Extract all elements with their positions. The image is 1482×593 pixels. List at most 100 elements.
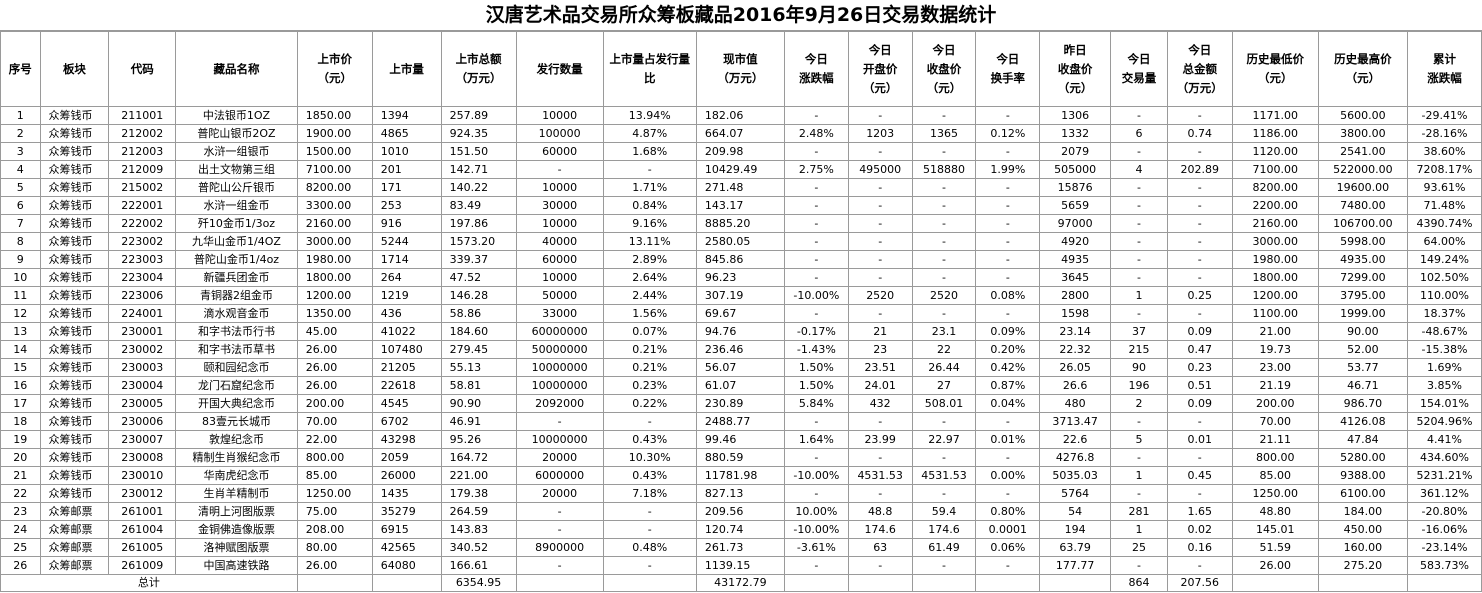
table-cell: 52.00 xyxy=(1317,340,1408,359)
table-cell: 开国大典纪念币 xyxy=(175,394,298,413)
table-cell: 0.12% xyxy=(975,124,1041,143)
column-header: 现市值 （万元） xyxy=(695,31,785,107)
column-header-line: 换手率 xyxy=(990,71,1026,85)
table-cell: - xyxy=(975,556,1041,575)
table-cell: 众筹钱币 xyxy=(39,466,110,485)
table-cell: 916 xyxy=(371,214,442,233)
table-cell: - xyxy=(783,142,849,161)
table-cell: 2160.00 xyxy=(1231,214,1319,233)
table-cell: 和字书法币草书 xyxy=(175,340,298,359)
total-cell-empty xyxy=(847,574,913,592)
table-cell: 432 xyxy=(847,394,913,413)
table-cell: 众筹钱币 xyxy=(39,430,110,449)
table-cell: 209.56 xyxy=(695,502,785,521)
table-cell: - xyxy=(1110,448,1168,467)
table-cell: 924.35 xyxy=(440,124,517,143)
table-cell: 1.69% xyxy=(1406,358,1482,377)
table-row: 7 众筹钱币 222002 歼10金币1/3oz 2160.00 916 197.86 100… xyxy=(0,214,1482,233)
table-cell: 307.19 xyxy=(695,286,785,305)
table-cell: - xyxy=(1166,250,1233,269)
table-cell: 61.49 xyxy=(911,538,977,557)
table-cell: 1.71% xyxy=(602,178,697,197)
table-cell: 171 xyxy=(371,178,442,197)
table-cell: 4920 xyxy=(1039,232,1112,251)
table-cell: 0.42% xyxy=(975,358,1041,377)
table-cell: 18.37% xyxy=(1406,304,1482,323)
table-cell: 1.50% xyxy=(783,376,849,395)
table-cell: 2580.05 xyxy=(695,232,785,251)
table-cell: 众筹钱币 xyxy=(39,178,110,197)
column-header-line: 今日 xyxy=(868,42,892,57)
table-cell: 212002 xyxy=(108,124,177,143)
table-cell: - xyxy=(975,412,1041,431)
total-cell-empty xyxy=(1231,574,1319,592)
table-cell: 20000 xyxy=(515,448,604,467)
table-cell: 37 xyxy=(1110,322,1168,341)
table-cell: 4545 xyxy=(371,394,442,413)
table-cell: 1120.00 xyxy=(1231,142,1319,161)
table-row: 20 众筹钱币 230008 精制生肖猴纪念币 800.00 2059 164.72 2000… xyxy=(0,448,1482,467)
table-cell: 1394 xyxy=(371,106,442,125)
column-header-line: 收盘价 xyxy=(1057,61,1093,76)
table-cell: 2200.00 xyxy=(1231,196,1319,215)
table-cell: 223004 xyxy=(108,268,177,287)
table-cell: - xyxy=(975,250,1041,269)
column-header-line: 上市价 xyxy=(317,52,352,66)
table-cell: 508.01 xyxy=(911,394,977,413)
table-cell: 83.49 xyxy=(440,196,517,215)
table-cell: 257.89 xyxy=(440,106,517,125)
table-cell: 0.23 xyxy=(1166,358,1233,377)
table-cell: 42565 xyxy=(371,538,442,557)
table-cell: 3300.00 xyxy=(296,196,373,215)
table-cell: 361.12% xyxy=(1406,484,1482,503)
table-cell: 2.64% xyxy=(602,268,697,287)
table-row: 19 众筹钱币 230007 敦煌纪念币 22.00 43298 95.26 10000000… xyxy=(0,430,1482,449)
table-cell: - xyxy=(1110,268,1168,287)
column-header-line: 交易量 xyxy=(1121,71,1157,85)
table-cell: 1365 xyxy=(911,124,977,143)
table-cell: 236.46 xyxy=(695,340,785,359)
table-cell: 众筹钱币 xyxy=(39,304,110,323)
table-cell: - xyxy=(1166,232,1233,251)
table-row: 8 众筹钱币 223002 九华山金币1/4OZ 3000.00 5244 1573.20 4… xyxy=(0,232,1482,251)
table-cell: 0.47 xyxy=(1166,340,1233,359)
table-cell: 1200.00 xyxy=(1231,286,1319,305)
table-cell: 1 xyxy=(1110,466,1168,485)
table-cell: 222001 xyxy=(108,196,177,215)
table-cell: - xyxy=(1110,412,1168,431)
table-cell: 102.50% xyxy=(1406,268,1482,287)
table-cell: 211001 xyxy=(108,106,177,125)
table-cell: 7299.00 xyxy=(1317,268,1408,287)
table-cell: 140.22 xyxy=(440,178,517,197)
table-cell: 歼10金币1/3oz xyxy=(175,214,298,233)
table-cell: 11781.98 xyxy=(695,466,785,485)
table-cell: 1171.00 xyxy=(1231,106,1319,125)
table-cell: - xyxy=(602,160,697,179)
table-cell: - xyxy=(783,232,849,251)
table-cell: 众筹钱币 xyxy=(39,286,110,305)
table-cell: - xyxy=(1166,484,1233,503)
table-cell: 3713.47 xyxy=(1039,412,1112,431)
table-cell: - xyxy=(911,304,977,323)
table-cell: 230012 xyxy=(108,484,177,503)
table-cell: - xyxy=(602,520,697,539)
column-header-line: （元） xyxy=(1257,71,1293,85)
table-cell: 新疆兵团金币 xyxy=(175,268,298,287)
table-cell: 1500.00 xyxy=(296,142,373,161)
table-cell: 26 xyxy=(0,556,41,575)
table-cell: 0.00% xyxy=(975,466,1041,485)
table-cell: 0.84% xyxy=(602,196,697,215)
table-cell: 26.00 xyxy=(296,556,373,575)
table-cell: 24.01 xyxy=(847,376,913,395)
column-header: 板块 xyxy=(39,31,110,107)
table-row: 21 众筹钱币 230010 华南虎纪念币 85.00 26000 221.00 600000… xyxy=(0,466,1482,485)
table-cell: 224001 xyxy=(108,304,177,323)
table-cell: 30000 xyxy=(515,196,604,215)
table-cell: 8900000 xyxy=(515,538,604,557)
table-cell: 6 xyxy=(1110,124,1168,143)
table-cell: 505000 xyxy=(1039,160,1112,179)
column-header-line: 累计 xyxy=(1432,52,1456,66)
table-cell: 71.48% xyxy=(1406,196,1482,215)
table-cell: - xyxy=(1110,484,1168,503)
table-cell: 174.6 xyxy=(847,520,913,539)
